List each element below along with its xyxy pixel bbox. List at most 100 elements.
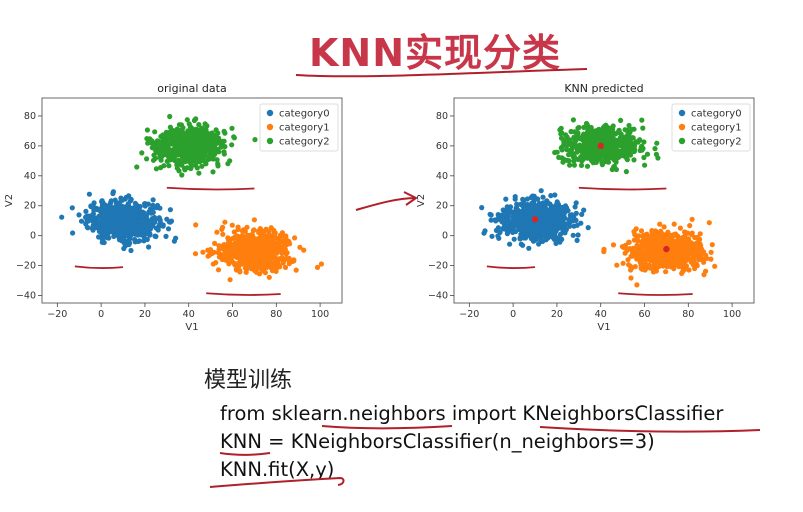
data-point (608, 139, 614, 145)
data-point (575, 232, 581, 238)
data-point (162, 131, 168, 138)
data-point (513, 208, 519, 214)
data-point (281, 249, 287, 255)
x-tick-label: 100 (311, 309, 329, 320)
data-point (112, 197, 118, 203)
data-point (535, 196, 541, 202)
data-point (622, 242, 629, 248)
data-point (698, 245, 704, 252)
plot-frame (41, 97, 343, 304)
data-point (513, 228, 519, 235)
data-point (214, 146, 220, 153)
data-point (264, 249, 270, 255)
data-point (83, 208, 89, 214)
data-point (607, 133, 613, 139)
data-point (690, 262, 696, 268)
x-axis-label: V1 (597, 322, 610, 333)
data-point (263, 226, 269, 232)
data-point (573, 137, 579, 143)
x-tick-label: 0 (98, 309, 104, 320)
data-point (254, 265, 260, 272)
data-point (529, 200, 535, 206)
data-point (115, 209, 121, 216)
data-point (667, 236, 674, 242)
cluster-center-category2 (597, 142, 604, 150)
data-point (231, 248, 237, 254)
data-point (243, 256, 249, 263)
x-tick-label: −20 (47, 309, 67, 320)
data-point (276, 256, 282, 262)
data-point (229, 142, 235, 148)
data-point (611, 157, 617, 163)
chart-title: original data (157, 82, 226, 95)
data-point (554, 236, 560, 242)
data-point (143, 224, 149, 230)
data-point (242, 265, 248, 271)
data-point (631, 147, 638, 153)
data-point (637, 257, 643, 263)
data-point (69, 205, 75, 211)
data-point (625, 257, 631, 263)
legend-entry: category1 (691, 123, 742, 134)
data-point (128, 217, 134, 223)
data-point (638, 262, 644, 268)
data-point (214, 157, 220, 163)
data-point (606, 154, 612, 160)
data-point (243, 269, 249, 275)
data-point (104, 215, 111, 221)
data-point (201, 151, 207, 158)
data-point (215, 163, 221, 169)
legend-marker (266, 109, 274, 117)
data-point (291, 258, 297, 264)
data-point (616, 127, 622, 133)
data-point (127, 224, 133, 230)
data-point (528, 212, 534, 218)
data-point (634, 282, 640, 288)
data-point (235, 224, 241, 230)
data-point (712, 263, 718, 269)
data-point (679, 254, 685, 260)
data-point (134, 164, 140, 170)
data-point (691, 257, 697, 263)
data-point (571, 162, 577, 168)
data-point (166, 163, 172, 169)
data-point (189, 125, 195, 132)
y-tick-label: −40 (428, 291, 448, 302)
data-point (144, 156, 150, 162)
data-point (575, 130, 581, 136)
data-point (644, 151, 651, 157)
data-point (180, 156, 186, 162)
data-point (86, 191, 92, 197)
data-point (166, 219, 172, 225)
data-point (277, 232, 283, 238)
x-tick-label: 40 (595, 309, 607, 320)
data-point (231, 134, 237, 140)
data-point (239, 261, 245, 267)
data-point (489, 233, 495, 239)
data-point (282, 264, 289, 270)
data-point (687, 241, 693, 247)
data-point (609, 125, 615, 131)
y-tick-label: 80 (24, 111, 36, 122)
data-point (656, 236, 662, 242)
data-point (184, 152, 190, 158)
data-point (677, 225, 683, 231)
data-point (207, 149, 213, 155)
data-point (85, 225, 91, 231)
data-point (568, 146, 574, 152)
cluster-center-category1 (663, 245, 670, 253)
x-tick-label: 80 (270, 309, 282, 320)
y-tick-label: 20 (436, 201, 448, 212)
data-point (119, 197, 125, 203)
legend-entry: category1 (279, 123, 330, 134)
x-tick-label: 80 (682, 309, 694, 320)
data-point (139, 232, 145, 238)
data-point (263, 244, 269, 250)
data-point (604, 129, 610, 135)
data-point (671, 248, 677, 254)
data-point (566, 218, 572, 224)
data-point (634, 242, 640, 248)
data-point (188, 164, 194, 170)
data-point (156, 142, 162, 148)
data-point (579, 157, 585, 164)
